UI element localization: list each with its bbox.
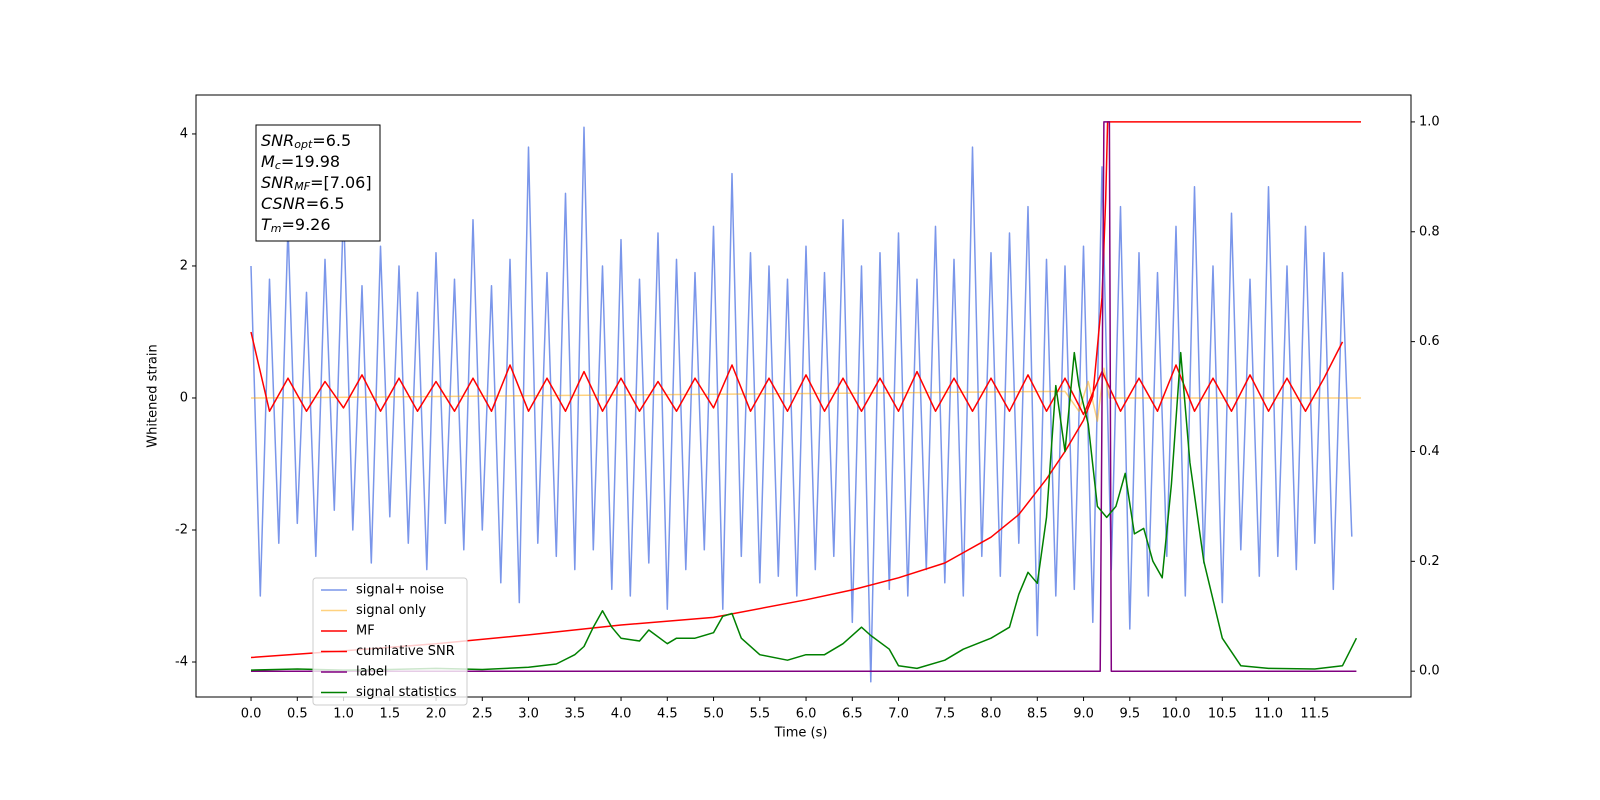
x-tick-label: 1.5 [379, 707, 400, 722]
legend-label: label [356, 665, 387, 680]
annotation-value: =6.5 [312, 131, 351, 150]
legend-label: signal+ noise [356, 583, 444, 598]
x-tick-label: 8.0 [981, 707, 1002, 722]
annotation-line: Tm=9.26 [261, 215, 331, 236]
x-tick-label: 11.5 [1300, 707, 1329, 722]
series-line [250, 367, 1361, 422]
annotation-line: SNRMF=[7.06] [261, 173, 372, 194]
y2-tick-label: 1.0 [1419, 114, 1440, 129]
y-axis-label: Whitened strain [146, 344, 161, 447]
x-tick-label: 4.5 [657, 707, 678, 722]
x-tick-label: 8.5 [1027, 707, 1048, 722]
x-tick-label: 2.0 [426, 707, 447, 722]
x-tick-label: 10.5 [1208, 707, 1237, 722]
series-line [250, 126, 1353, 683]
legend-label: signal statistics [356, 685, 457, 700]
annotation-symbol: SNR [261, 131, 294, 150]
x-tick-label: 9.0 [1073, 707, 1094, 722]
y2-tick-label: 0.8 [1419, 224, 1440, 239]
y-tick-label: -2 [175, 522, 188, 537]
annotation-subscript: opt [294, 138, 313, 151]
annotation-line: Mc=19.98 [261, 152, 340, 173]
y2-tick-label: 0.4 [1419, 444, 1440, 459]
annotation-frame [255, 124, 381, 242]
annotation-line: SNRopt=6.5 [261, 131, 351, 152]
y-tick-label: 2 [180, 258, 188, 273]
y-tick-label: 4 [180, 126, 188, 141]
annotation-value: =9.26 [282, 215, 331, 234]
x-tick-label: 4.0 [611, 707, 632, 722]
annotation-value: =[7.06] [310, 173, 372, 192]
x-tick-label: 1.0 [333, 707, 354, 722]
x-tick-label: 7.5 [934, 707, 955, 722]
x-tick-label: 5.5 [749, 707, 770, 722]
plot-frame [195, 94, 1412, 698]
annotation-subscript: m [271, 222, 282, 235]
series-line [250, 121, 1361, 659]
x-tick-label: 3.0 [518, 707, 539, 722]
legend-label: signal only [356, 603, 426, 618]
annotation-subscript: c [275, 159, 281, 172]
x-tick-label: 6.5 [842, 707, 863, 722]
y-tick-label: 0 [180, 390, 188, 405]
x-tick-label: 5.0 [703, 707, 724, 722]
y2-tick-label: 0.6 [1419, 334, 1440, 349]
legend-frame [312, 577, 468, 706]
x-tick-label: 11.0 [1254, 707, 1283, 722]
annotation-subscript: MF [294, 180, 310, 193]
legend-label: cumilative SNR [356, 644, 455, 659]
annotation-box: SNRopt=6.5Mc=19.98SNRMF=[7.06]CSNR=6.5Tm… [255, 124, 381, 242]
annotation-symbol: CSNR [261, 194, 306, 213]
annotation-symbol: M [261, 152, 275, 171]
series-line [251, 121, 1357, 672]
y-tick-label: -4 [175, 655, 188, 670]
annotation-value: =6.5 [306, 194, 345, 213]
x-tick-label: 2.5 [472, 707, 493, 722]
x-tick-label: 7.0 [888, 707, 909, 722]
annotation-symbol: T [261, 215, 272, 234]
x-axis-label: Time (s) [774, 726, 828, 741]
x-tick-label: 3.5 [564, 707, 585, 722]
annotation-symbol: SNR [261, 173, 294, 192]
annotation-value: =19.98 [281, 152, 340, 171]
annotation-line: CSNR=6.5 [261, 194, 345, 213]
series-line [250, 331, 1344, 416]
series-line [250, 351, 1358, 671]
x-tick-label: 6.0 [796, 707, 817, 722]
x-tick-label: 9.5 [1119, 707, 1140, 722]
x-tick-label: 0.0 [241, 707, 262, 722]
y2-tick-label: 0.2 [1419, 554, 1440, 569]
legend-label: MF [356, 624, 375, 639]
y2-tick-label: 0.0 [1419, 664, 1440, 679]
x-tick-label: 10.0 [1162, 707, 1191, 722]
legend: signal+ noise signal only MF cumilative SNR… [312, 577, 468, 706]
x-tick-label: 0.5 [287, 707, 308, 722]
